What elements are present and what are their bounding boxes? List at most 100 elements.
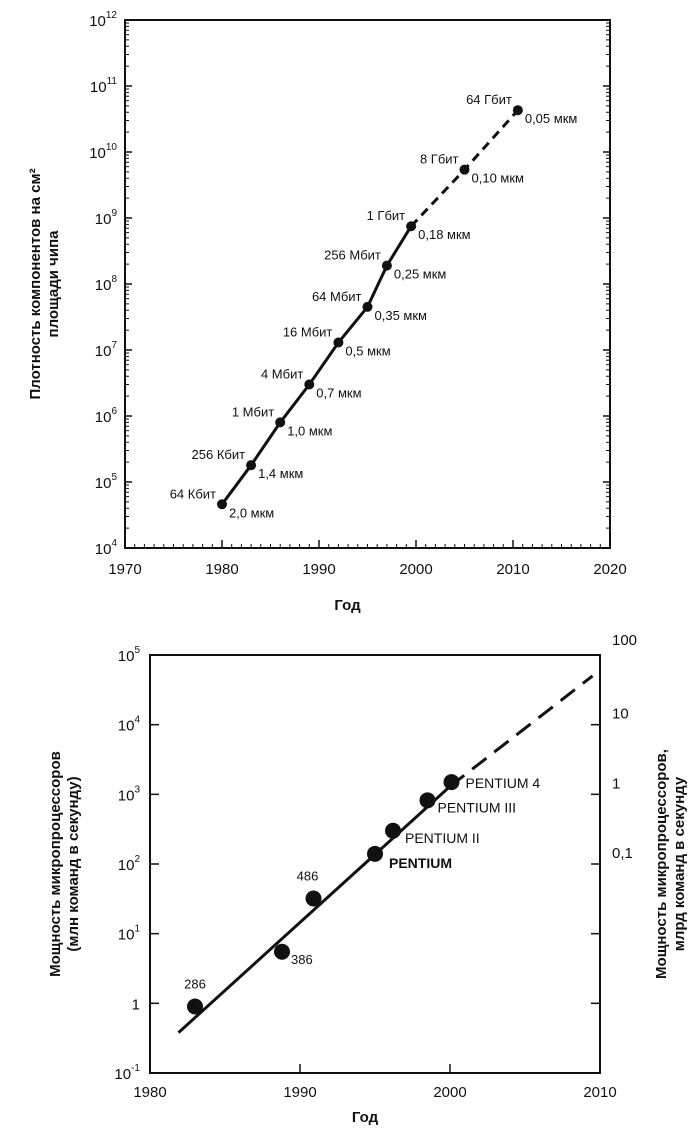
y-tick-label-exp: 6 bbox=[111, 406, 117, 417]
x-tick-label: 2000 bbox=[433, 1084, 466, 1101]
data-point bbox=[381, 260, 392, 271]
point-sublabel: 0,5 мкм bbox=[345, 343, 390, 358]
y-tick-label-exp: -1 bbox=[131, 1063, 140, 1074]
data-point bbox=[443, 774, 460, 791]
point-label: PENTIUM II bbox=[405, 830, 480, 846]
y-tick-label-base: 10 bbox=[118, 648, 135, 665]
data-point bbox=[385, 822, 401, 839]
x-tick-label: 1990 bbox=[283, 1084, 316, 1101]
y-tick-label-exp: 10 bbox=[106, 142, 118, 153]
y-tick-label: 108 bbox=[95, 274, 118, 294]
data-point bbox=[512, 105, 523, 116]
density-trend-solid bbox=[220, 225, 413, 506]
y-axis-title-line2: (млн команд в секунду) bbox=[65, 776, 82, 951]
data-point bbox=[304, 379, 315, 390]
y-tick-label-exp: 11 bbox=[107, 76, 118, 87]
y-tick-label-base: 10 bbox=[90, 79, 107, 96]
x-tick-label: 1980 bbox=[133, 1084, 166, 1101]
y-axis-title-line2: площади чипа bbox=[45, 230, 62, 338]
y-tick-label-exp: 5 bbox=[111, 472, 117, 483]
y2-tick-label: 100 bbox=[612, 632, 637, 649]
y2-axis-title-line2: млрд команд в секунду bbox=[671, 776, 688, 951]
point-sublabel: 0,05 мкм bbox=[525, 111, 578, 126]
data-point bbox=[333, 337, 344, 348]
y-tick-label: 103 bbox=[118, 784, 141, 804]
y-tick-label-base: 10 bbox=[95, 211, 112, 228]
y-tick-label-base: 10 bbox=[89, 145, 106, 162]
x-tick-label: 1990 bbox=[302, 561, 335, 578]
data-point bbox=[305, 890, 322, 907]
point-label: 64 Мбит bbox=[312, 289, 362, 304]
y-tick-label-exp: 1 bbox=[134, 924, 140, 935]
point-label: 16 Мбит bbox=[283, 324, 333, 339]
data-point bbox=[362, 301, 373, 312]
y-tick-label: 105 bbox=[118, 645, 141, 665]
cpu-power-trend bbox=[177, 674, 594, 1034]
y2-tick-label: 1 bbox=[612, 775, 620, 792]
y2-tick-label: 10 bbox=[612, 706, 629, 723]
data-point bbox=[274, 943, 290, 960]
y2-axis-title-line1: Мощность микропроцессоров, bbox=[653, 749, 670, 979]
y-tick-label-base: 10 bbox=[95, 475, 112, 492]
y2-axis-title: Мощность микропроцессоров, млрд команд в … bbox=[653, 749, 688, 979]
plot-frame bbox=[124, 19, 611, 549]
y-tick-label-exp: 8 bbox=[111, 274, 117, 285]
y-tick-label: 105 bbox=[95, 472, 118, 492]
cpu-power-axes bbox=[149, 654, 601, 1074]
point-label: 256 Кбит bbox=[192, 447, 246, 462]
power-trend-solid bbox=[177, 785, 452, 1034]
y-tick-label: 1010 bbox=[89, 142, 117, 162]
y-tick-label-exp: 7 bbox=[111, 340, 117, 351]
y-tick-label-exp: 12 bbox=[106, 10, 118, 21]
y-tick-label: 1011 bbox=[90, 76, 118, 96]
y-tick-label-base: 10 bbox=[95, 409, 112, 426]
chip-density-axis-titles: Год Плотность компонентов на см² площади ч… bbox=[27, 168, 361, 614]
x-tick-label: 1980 bbox=[205, 561, 238, 578]
y-tick-label: 104 bbox=[118, 715, 141, 735]
y-axis-title: Плотность компонентов на см² площади чипа bbox=[27, 168, 62, 399]
y-tick-label-base: 10 bbox=[95, 277, 112, 294]
x-tick-label: 2020 bbox=[593, 561, 626, 578]
point-label: 64 Кбит bbox=[170, 486, 216, 501]
y-tick-label-base: 1 bbox=[132, 996, 140, 1013]
chip-density-points: 64 Кбит 2,0 мкм 256 Кбит 1,4 мкм 1 Мбит 1,0 м… bbox=[170, 92, 578, 520]
y-tick-label-exp: 3 bbox=[134, 784, 140, 795]
y-tick-label-exp: 4 bbox=[111, 538, 117, 549]
point-label: 1 Мбит bbox=[232, 404, 274, 419]
x-axis-title: Год bbox=[352, 1109, 379, 1126]
data-point bbox=[187, 998, 203, 1015]
point-sublabel: 0,35 мкм bbox=[375, 308, 428, 323]
y-tick-label: 104 bbox=[95, 538, 118, 558]
point-label: PENTIUM bbox=[389, 855, 452, 871]
x-tick-label: 2010 bbox=[583, 1084, 616, 1101]
point-sublabel: 0,25 мкм bbox=[394, 267, 447, 282]
data-point bbox=[459, 164, 470, 175]
y-tick-label-base: 10 bbox=[118, 718, 135, 735]
data-point bbox=[406, 221, 417, 232]
y-tick-label-exp: 9 bbox=[111, 208, 117, 219]
y-tick-label-base: 10 bbox=[95, 343, 112, 360]
data-point bbox=[367, 845, 383, 862]
y-axis-title-line1: Мощность микропроцессоров bbox=[47, 751, 64, 977]
y2-tick-label: 0,1 bbox=[612, 845, 633, 862]
y-tick-label: 101 bbox=[118, 924, 141, 944]
y-tick-label: 102 bbox=[118, 854, 141, 874]
y-axis-title-line1: Плотность компонентов на см² bbox=[27, 168, 44, 399]
power-trend-projected bbox=[449, 674, 594, 788]
point-sublabel: 0,18 мкм bbox=[418, 227, 471, 242]
y-tick-label: 109 bbox=[95, 208, 118, 228]
plot-frame bbox=[149, 654, 601, 1074]
x-tick-label: 2000 bbox=[399, 561, 432, 578]
y-tick-label-exp: 4 bbox=[134, 715, 140, 726]
y-tick-label: 107 bbox=[95, 340, 118, 360]
point-label: 64 Гбит bbox=[466, 92, 512, 107]
point-sublabel: 0,7 мкм bbox=[316, 386, 361, 401]
cpu-power-axis-titles: Год Мощность микропроцессоров (млн команд … bbox=[47, 749, 688, 1126]
point-sublabel: 1,0 мкм bbox=[287, 423, 332, 438]
chip-density-axes bbox=[124, 19, 611, 549]
point-label: 286 bbox=[184, 977, 206, 992]
